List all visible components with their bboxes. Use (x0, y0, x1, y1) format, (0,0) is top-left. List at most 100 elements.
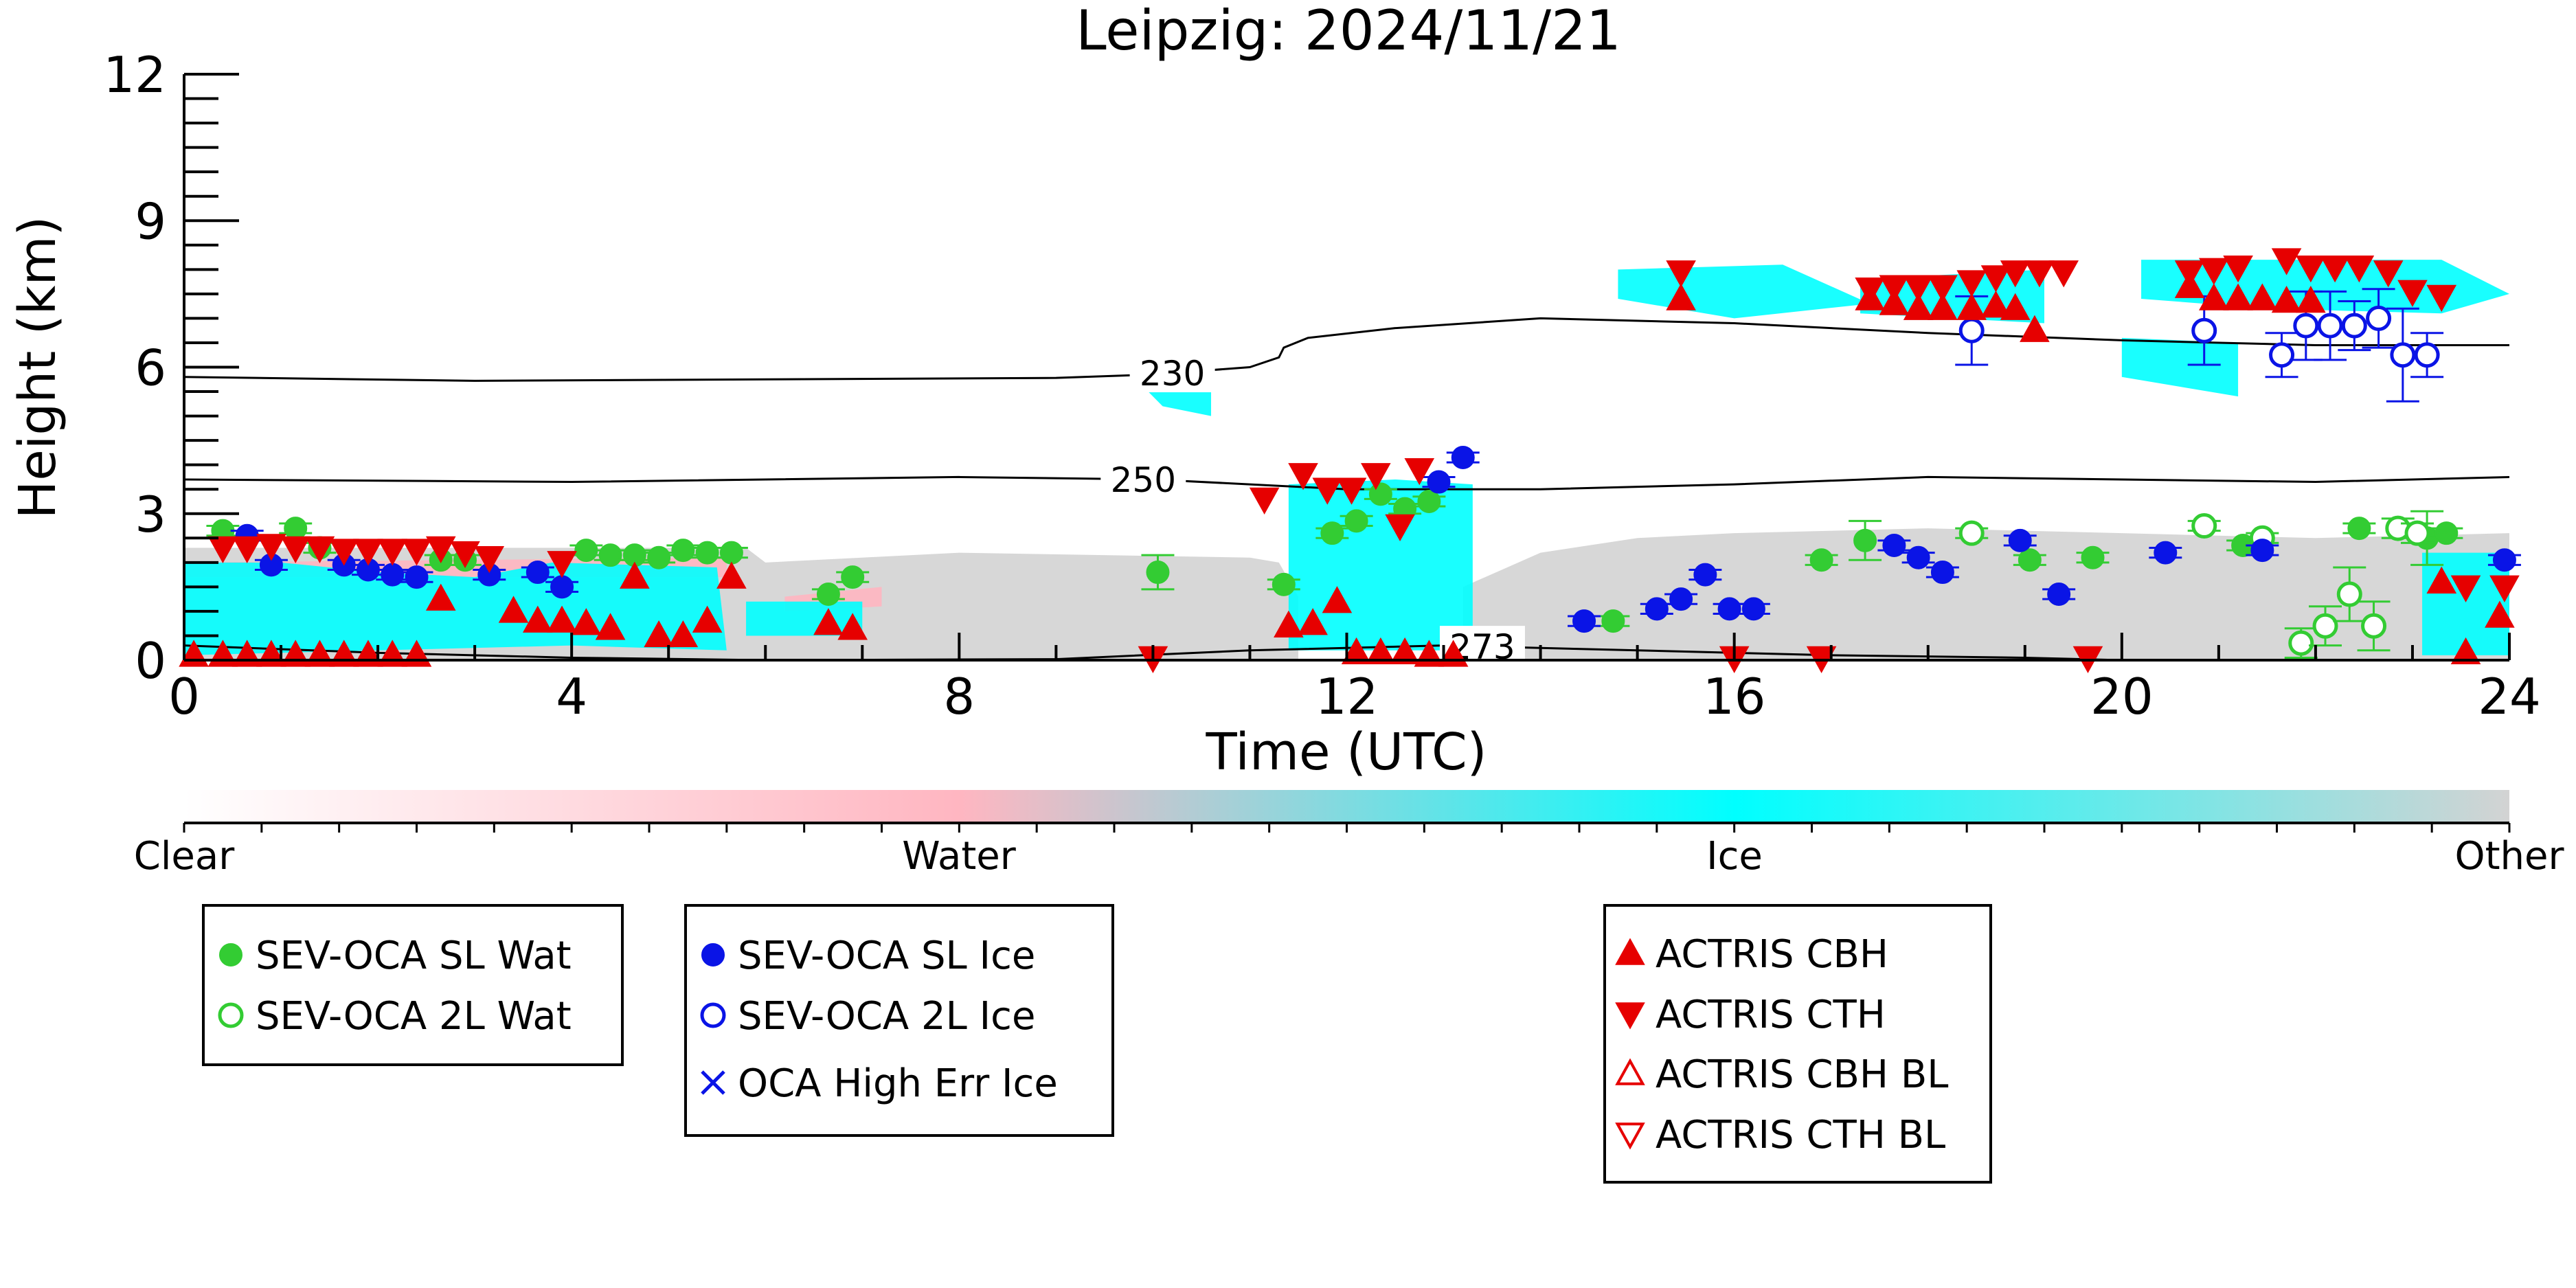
point-actris-cbh (2247, 283, 2278, 310)
point-sev-oca-sl-wat (816, 583, 840, 607)
legend-marker-actris-cbh (1615, 938, 1645, 965)
point-actris-cth (1361, 463, 1391, 490)
region-ice (2121, 337, 2239, 397)
legend-label-actris-cth: ACTRIS CTH (1656, 993, 1886, 1037)
point-sev-oca-sl-ice (405, 565, 429, 589)
point-sev-oca-2l-wat (2312, 613, 2338, 639)
point-sev-oca-sl-ice (526, 561, 550, 585)
legend-marker-2l-wat (218, 1002, 244, 1028)
x-tick-label: 20 (2090, 668, 2154, 725)
point-sev-oca-2l-ice (1958, 317, 1985, 343)
point-actris-cbh (1366, 637, 1396, 665)
point-actris-cth (207, 536, 238, 564)
point-actris-cth (1404, 458, 1435, 486)
legend-label-2l-wat: SEV-OCA 2L Wat (256, 994, 572, 1039)
point-actris-cbh (1390, 637, 1420, 665)
legend-symbol (1615, 1058, 1645, 1085)
point-actris-cbh (2485, 600, 2515, 628)
point-actris-cth (425, 536, 456, 564)
point-actris-cbh (620, 561, 650, 589)
point-sev-oca-2l-ice (2269, 342, 2295, 368)
colorbar-label-clear: Clear (134, 834, 235, 879)
point-actris-cth (256, 534, 286, 561)
point-sev-oca-sl-ice (1572, 609, 1596, 633)
point-actris-cbh (2223, 283, 2253, 310)
point-sev-oca-sl-wat (1320, 521, 1344, 545)
legend-symbol (700, 1002, 726, 1028)
legend-box (202, 904, 624, 1066)
point-sev-oca-sl-ice (1930, 561, 1954, 585)
contour-label-250: 250 (1111, 460, 1176, 500)
legend-symbol (1615, 1002, 1645, 1030)
x-axis-label: Time (UTC) (1205, 723, 1487, 782)
point-sev-oca-sl-ice (2154, 541, 2178, 565)
legend-ice: SEV-OCA SL Ice SEV-OCA 2L Ice OCA High E… (684, 904, 1114, 1137)
point-actris-cth (474, 546, 505, 574)
point-actris-cth (1666, 260, 1696, 288)
point-sev-oca-sl-ice (1645, 597, 1669, 621)
point-sev-oca-sl-wat (284, 517, 308, 541)
region-ice (184, 562, 727, 655)
point-actris-cth (2048, 260, 2079, 288)
point-sev-oca-2l-ice (2414, 342, 2440, 368)
legend-label-sl-ice: SEV-OCA SL Ice (738, 934, 1035, 978)
legend-label-high-err-ice: OCA High Err Ice (738, 1061, 1058, 1106)
y-tick-label: 9 (135, 192, 166, 250)
point-actris-cth (401, 539, 432, 566)
contour-label-bg (1100, 458, 1186, 499)
point-actris-cbh (1980, 291, 2011, 318)
x-ticks: 0 4 8 12 16 20 24 (168, 633, 2541, 725)
point-actris-cth (377, 539, 408, 566)
point-sev-oca-sl-wat (1601, 609, 1625, 633)
x-tick-label: 4 (556, 668, 587, 725)
point-actris-cth (2320, 256, 2350, 283)
point-sev-oca-sl-ice (1906, 545, 1930, 569)
legend-label-actris-cth-bl: ACTRIS CTH BL (1656, 1113, 1945, 1157)
point-actris-cbh (692, 605, 723, 633)
legend-water: SEV-OCA SL Wat SEV-OCA 2L Wat (202, 904, 624, 1066)
contour-label-bg (1129, 352, 1215, 393)
region-other (1462, 528, 2509, 660)
point-actris-cth (2450, 575, 2481, 602)
point-actris-cbh (547, 605, 577, 633)
point-sev-oca-sl-ice (2492, 548, 2516, 572)
point-actris-cbh (595, 613, 626, 640)
point-actris-cbh (498, 596, 529, 623)
point-sev-oca-sl-wat (1809, 548, 1833, 572)
colorbar-ticks (183, 823, 2511, 833)
point-sev-oca-sl-ice (1693, 563, 1717, 587)
point-actris-cbh (1903, 293, 1934, 320)
point-actris-cbh (2271, 286, 2302, 313)
point-actris-cbh (2000, 293, 2031, 320)
point-actris-cth (2397, 280, 2428, 307)
point-actris-cbh (1666, 283, 1696, 310)
point-actris-cth (2199, 258, 2229, 285)
x-tick-label: 0 (168, 668, 200, 725)
point-sev-oca-sl-wat (598, 543, 622, 567)
point-sev-oca-sl-wat (695, 541, 719, 565)
point-actris-cbh (1341, 637, 1372, 665)
point-sev-oca-2l-wat (2404, 520, 2430, 546)
x-tick-label: 16 (1703, 668, 1766, 725)
point-sev-oca-sl-wat (2434, 521, 2459, 545)
legend-label-2l-ice: SEV-OCA 2L Ice (738, 994, 1035, 1039)
legend-label-actris-cbh-bl: ACTRIS CBH BL (1656, 1052, 1948, 1097)
point-actris-cth (2296, 256, 2326, 283)
point-sev-oca-sl-wat (719, 541, 743, 565)
x-tick-label: 12 (1315, 668, 1379, 725)
colorbar-label-water: Water (902, 834, 1017, 879)
point-actris-cth (1288, 463, 1318, 490)
colorbar-gradient (184, 790, 2509, 823)
colorbar: Clear Water Ice Other (134, 790, 2564, 879)
point-actris-cbh (2296, 286, 2326, 313)
point-actris-cbh (2020, 315, 2050, 342)
point-sev-oca-2l-ice (2317, 313, 2343, 339)
colorbar-label-other: Other (2454, 834, 2564, 879)
point-sev-oca-sl-ice (1741, 597, 1765, 621)
legend-symbol (701, 1070, 725, 1095)
legend-label-actris-cbh: ACTRIS CBH (1656, 932, 1888, 977)
point-actris-cth (1879, 275, 1910, 302)
point-actris-cth (1249, 487, 1280, 515)
point-actris-cth (547, 551, 577, 578)
